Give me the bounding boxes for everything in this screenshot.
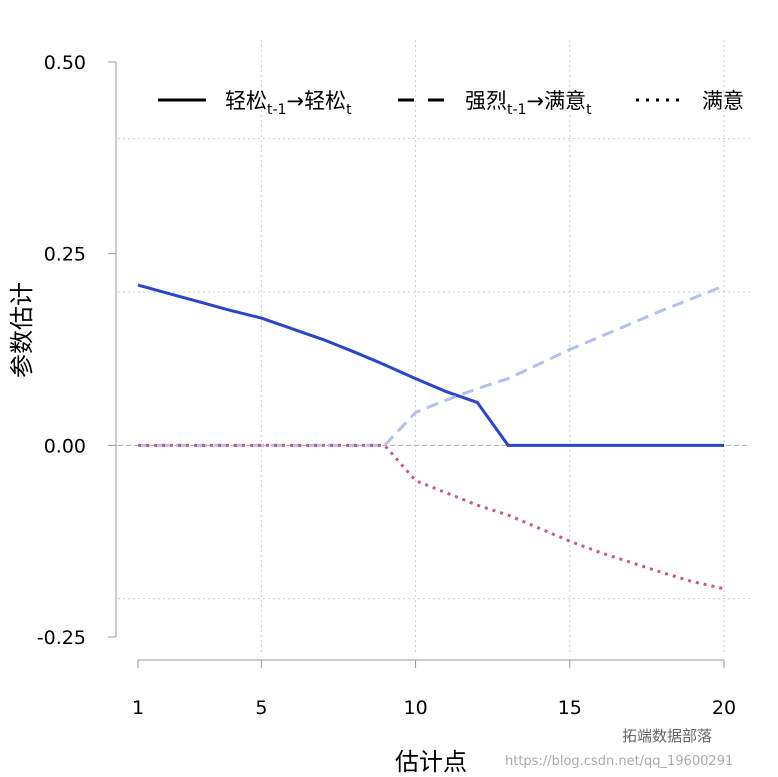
watermark-brand: 拓端数据部落 (622, 727, 713, 745)
y-axis-label: 参数估计 (8, 282, 36, 378)
series-line-3 (138, 443, 725, 591)
x-axis-label: 估计点 (395, 748, 467, 776)
series-line-1 (137, 283, 724, 447)
x-tick-label: 5 (255, 697, 267, 719)
legend-label-3: 满意 (702, 89, 744, 113)
legend-label-2: 强烈t-1→满意t (465, 89, 592, 118)
legend-label-1: 轻松t-1→轻松t (225, 89, 352, 118)
x-tick-label: 1 (132, 697, 144, 719)
y-tick-label: 0.50 (44, 52, 86, 74)
x-tick-label: 20 (712, 697, 736, 719)
y-tick-label: -0.25 (37, 627, 86, 649)
watermark-url: https://blog.csdn.net/qq_19600291 (505, 754, 734, 769)
y-tick-label: 0.25 (44, 244, 86, 266)
y-tick-label: 0.00 (44, 435, 86, 457)
x-tick-label: 10 (403, 697, 427, 719)
x-tick-label: 15 (558, 697, 582, 719)
